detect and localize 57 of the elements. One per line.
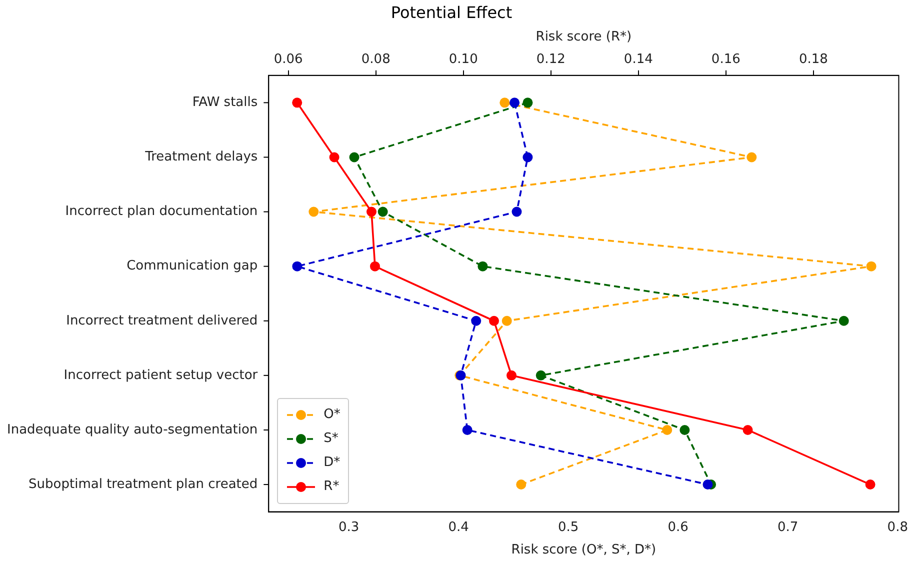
point	[462, 424, 472, 435]
y-tick-label: FAW stalls	[192, 95, 258, 110]
legend-label: D*	[324, 455, 340, 470]
point	[471, 316, 482, 326]
y-tick-label: Communication gap	[126, 258, 258, 274]
point	[680, 424, 690, 435]
point	[378, 206, 388, 217]
point	[522, 98, 533, 108]
point	[489, 316, 499, 326]
x2-tick-label: 0.08	[361, 52, 390, 67]
point	[349, 152, 360, 162]
legend-label: S*	[324, 431, 338, 446]
x-tick-label: 0.7	[778, 520, 798, 535]
x2-tick-label: 0.16	[711, 52, 740, 67]
point	[370, 261, 380, 272]
point	[510, 98, 520, 108]
point	[512, 206, 522, 217]
legend-label: O*	[324, 407, 340, 422]
x2-axis-title: Risk score (R*)	[536, 29, 632, 44]
point	[366, 206, 376, 217]
point	[742, 424, 753, 435]
x2-tick-label: 0.10	[448, 52, 478, 67]
y-tick-label: Inadequate quality auto-segmentation	[7, 422, 258, 438]
x-tick-label: 0.3	[338, 520, 360, 535]
y-tick-label: Suboptimal treatment plan created	[28, 476, 258, 492]
x2-tick-label: 0.18	[798, 52, 828, 67]
x-tick-label: 0.6	[668, 520, 688, 535]
x2-tick-label: 0.12	[536, 52, 566, 67]
x2-tick-label: 0.06	[274, 52, 303, 67]
point	[506, 370, 516, 380]
point	[702, 480, 713, 490]
point	[536, 370, 546, 380]
point	[516, 480, 526, 490]
point	[838, 316, 849, 326]
x-tick-label: 0.8	[887, 520, 908, 535]
point	[500, 98, 510, 108]
point	[292, 98, 302, 108]
point	[866, 261, 876, 272]
point	[292, 261, 302, 272]
point	[478, 261, 488, 272]
x-tick-label: 0.5	[558, 520, 579, 535]
point	[308, 206, 319, 217]
x2-tick-label: 0.14	[624, 52, 653, 67]
point	[329, 152, 340, 162]
legend-label: R*	[324, 479, 340, 494]
point	[522, 152, 533, 162]
point	[662, 424, 672, 435]
y-tick-label: Incorrect patient setup vector	[64, 368, 258, 383]
point	[746, 152, 757, 162]
chart-title: Potential Effect	[390, 2, 512, 22]
y-tick-label: Incorrect treatment delivered	[66, 313, 258, 328]
y-tick-label: Incorrect plan documentation	[65, 204, 258, 220]
point	[502, 316, 512, 326]
y-tick-label: Treatment delays	[144, 150, 258, 165]
point	[865, 480, 876, 490]
x-tick-label: 0.4	[448, 520, 469, 535]
x-axis-title: Risk score (O*, S*, D*)	[511, 542, 656, 558]
